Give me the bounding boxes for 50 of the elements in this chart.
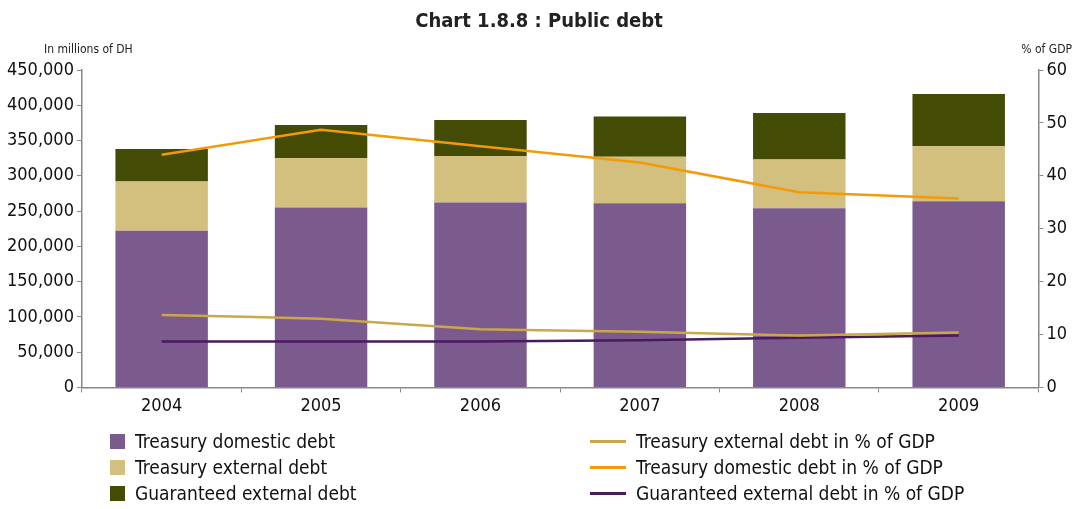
y2-tick-label: 0: [1046, 375, 1057, 397]
x-tick-label: 2007: [619, 393, 661, 415]
bar: [274, 158, 368, 208]
y-tick-label: 300,000: [6, 163, 74, 185]
legend-label: Treasury domestic debt: [135, 430, 336, 452]
bar: [274, 207, 368, 387]
y2-tick-label: 50: [1046, 110, 1068, 132]
y2-tick-label: 20: [1046, 269, 1068, 291]
y-tick-label: 150,000: [6, 269, 74, 291]
legend-label: Treasury domestic debt in % of GDP: [636, 456, 943, 478]
bar: [912, 146, 1005, 202]
y-tick-label: 450,000: [6, 57, 74, 79]
legend-label: Treasury external debt in % of GDP: [636, 430, 935, 452]
x-tick-label: 2008: [778, 393, 820, 415]
y-tick-label: 350,000: [6, 128, 74, 150]
bar: [434, 202, 527, 387]
x-tick-label: 2004: [141, 393, 183, 415]
bar: [434, 120, 527, 157]
y-tick-label: 0: [63, 375, 74, 397]
y2-tick-label: 40: [1046, 163, 1068, 185]
bar: [912, 93, 1005, 147]
y2-tick-label: 10: [1046, 322, 1068, 344]
bar: [593, 156, 687, 204]
bar: [434, 156, 527, 203]
bar: [753, 208, 846, 387]
bar: [753, 159, 846, 209]
y-tick-label: 400,000: [6, 92, 74, 114]
bar: [753, 113, 846, 160]
legend-label: Guaranteed external debt: [135, 482, 357, 504]
y2-tick-label: 60: [1046, 57, 1068, 79]
legend-label: Guaranteed external debt in % of GDP: [636, 482, 965, 504]
y-tick-label: 50,000: [17, 339, 74, 361]
bar: [115, 230, 208, 387]
y-tick-label: 200,000: [6, 234, 74, 256]
bar: [115, 181, 208, 231]
x-tick-label: 2005: [300, 393, 342, 415]
bar: [115, 149, 208, 182]
bar: [274, 125, 368, 159]
y-axis-title: In millions of DH: [44, 42, 133, 56]
bar: [593, 116, 687, 157]
y2-axis-title: % of GDP: [1021, 42, 1072, 56]
y2-tick-label: 30: [1046, 216, 1068, 238]
bar: [912, 201, 1005, 387]
chart-title: Chart 1.8.8 : Public debt: [414, 8, 664, 32]
legend-label: Treasury external debt: [135, 456, 328, 478]
bar: [593, 203, 687, 387]
y-tick-label: 100,000: [6, 304, 74, 326]
x-tick-label: 2006: [459, 393, 502, 415]
y-tick-label: 250,000: [6, 198, 74, 220]
x-tick-label: 2009: [938, 393, 980, 415]
